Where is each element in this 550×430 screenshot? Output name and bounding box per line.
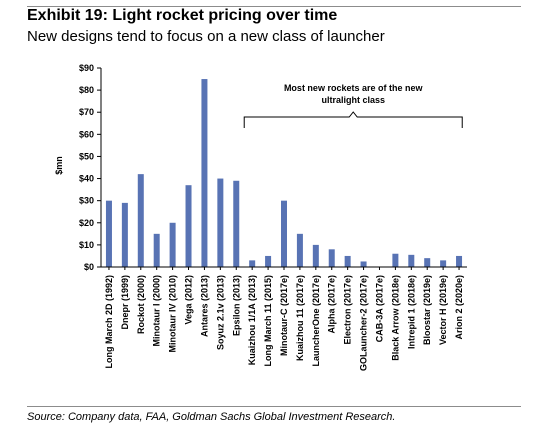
y-tick-label: $30: [79, 196, 94, 206]
source-note: Source: Company data, FAA, Goldman Sachs…: [27, 411, 396, 423]
x-tick-label: Antares (2013): [199, 275, 209, 337]
y-tick-label: $10: [79, 240, 94, 250]
bar: [296, 233, 303, 267]
bar: [201, 79, 208, 267]
bar: [105, 200, 112, 267]
bar: [312, 244, 319, 267]
x-tick-label: Minotaur IV (2010): [168, 275, 178, 353]
bar: [392, 253, 399, 267]
x-tick-label: Dnepr (1999): [120, 275, 130, 330]
x-tick-label: Vega (2012): [184, 275, 194, 325]
annotation-text-line2: ultralight class: [321, 95, 385, 105]
x-tick-label: Kuaizhou 1/1A (2013): [247, 275, 257, 365]
top-rule: [27, 6, 521, 7]
bottom-rule: [27, 406, 521, 407]
bar: [440, 260, 447, 267]
exhibit-subtitle: New designs tend to focus on a new class…: [27, 28, 385, 45]
x-tick-label: Minotaur I (2000): [152, 275, 162, 347]
bar: [137, 174, 144, 267]
bar-series: [105, 79, 463, 267]
y-axis-label: $mn: [54, 156, 64, 175]
x-tick-label: Soyuz 2.1v (2013): [215, 275, 225, 350]
x-tick-label: Kuaizhou 11 (2017e): [295, 275, 305, 361]
x-tick-label: Intrepid 1 (2018e): [406, 275, 416, 349]
bar: [344, 255, 351, 267]
annotation-text-line1: Most new rockets are of the new: [284, 83, 424, 93]
annotation: Most new rockets are of the new ultraligh…: [243, 83, 463, 128]
y-tick-label: $50: [79, 151, 94, 161]
x-tick-label: Arion 2 (2020e): [454, 275, 464, 340]
x-tick-label: Long March 2D (1992): [104, 275, 114, 369]
x-axis: Long March 2D (1992) Dnepr (1999) Rockot (…: [101, 266, 467, 371]
x-tick-label: GOLauncher-2 (2017e): [359, 275, 369, 371]
exhibit-title: Exhibit 19: Light rocket pricing over ti…: [27, 7, 338, 24]
bar: [456, 255, 463, 267]
x-tick-label: Minotaur-C (2017e): [279, 275, 289, 356]
bar: [360, 261, 367, 267]
y-tick-label: $40: [79, 174, 94, 184]
annotation-bracket: [243, 111, 463, 128]
x-tick-label: Rockot (2000): [136, 275, 146, 334]
y-tick-label: $70: [79, 107, 94, 117]
y-tick-label: $80: [79, 85, 94, 95]
bar: [233, 180, 240, 267]
x-tick-label: Electron (2017e): [343, 275, 353, 345]
y-tick-label: $20: [79, 218, 94, 228]
bar: [249, 260, 256, 267]
x-tick-label: Bloostar (2019e): [422, 275, 432, 345]
x-tick-label: LauncherOne (2017e): [311, 275, 321, 367]
bar: [281, 200, 287, 267]
x-tick-label: Vector H (2019e): [438, 275, 448, 345]
bar: [265, 255, 272, 267]
x-tick-label: CAB-3A (2017e): [374, 275, 384, 342]
x-tick-label: Black Arrow (2018e): [390, 275, 400, 361]
bar: [424, 258, 431, 267]
bar: [408, 254, 415, 267]
y-tick-label: $0: [84, 262, 94, 272]
y-axis: $0 $10 $20 $30 $40 $50 $60 $70 $80 $90 $mn: [54, 63, 102, 272]
bar: [217, 178, 224, 267]
bar: [185, 185, 192, 267]
x-tick-label: Epsilon (2013): [231, 275, 241, 336]
y-tick-label: $90: [79, 63, 94, 73]
bar: [121, 202, 128, 267]
bar: [153, 233, 160, 267]
bar: [328, 249, 335, 267]
x-tick-label: Alpha (2017e): [327, 275, 337, 334]
bar-chart: $0 $10 $20 $30 $40 $50 $60 $70 $80 $90 $mn Long Ma…: [54, 63, 467, 371]
bar: [169, 222, 176, 267]
y-tick-label: $60: [79, 129, 94, 139]
x-tick-label: Long March 11 (2015): [263, 275, 273, 367]
